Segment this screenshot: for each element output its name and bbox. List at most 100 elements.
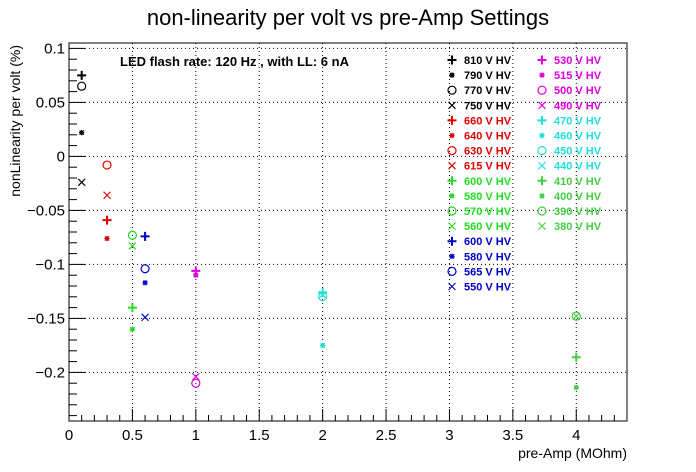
legend-entry-label: 750 V HV [464, 100, 512, 112]
data-point [104, 235, 110, 242]
data-point [102, 160, 112, 170]
legend-entry-label: 580 V HV [464, 191, 512, 203]
legend-entry-label: 810 V HV [464, 55, 512, 67]
legend-marker [537, 55, 547, 65]
data-point [127, 303, 137, 313]
legend-marker [447, 176, 457, 186]
data-point [571, 311, 581, 321]
legend-entry-label: 490 V HV [554, 100, 602, 112]
x-tick-label: 2 [318, 427, 326, 444]
data-point [103, 191, 111, 200]
x-tick-label: 1 [192, 427, 200, 444]
legend-marker [538, 222, 546, 230]
data-point [140, 264, 150, 274]
legend-marker [449, 193, 455, 199]
legend-marker [538, 161, 546, 170]
x-tick-label: 3.5 [502, 427, 523, 444]
legend-marker [447, 266, 457, 276]
data-point [77, 70, 87, 80]
legend-marker [539, 193, 545, 199]
legend-marker [449, 72, 455, 78]
legend-entry-label: 450 V HV [554, 146, 602, 158]
axis-ticks [68, 47, 615, 421]
y-axis-label: nonLinearity per volt (%) [7, 45, 23, 197]
legend-entry-label: 600 V HV [464, 236, 512, 248]
legend-entry-label: 410 V HV [554, 176, 602, 188]
legend-marker [447, 85, 457, 95]
y-tick-label: −0.15 [27, 310, 65, 327]
legend-entry-label: 560 V HV [464, 221, 512, 233]
tick-labels: 0 0.5 1 1.5 2 2.5 3 3.5 4 0.1 0.05 0 −0.05 −0.1 −0.15 −… [27, 40, 580, 444]
legend-entry-label: 570 V HV [464, 206, 512, 218]
chart-title: non-linearity per volt vs pre-Amp Settin… [147, 5, 549, 30]
data-point [128, 242, 137, 250]
x-tick-label: 4 [572, 427, 580, 444]
legend-entry-label: 640 V HV [464, 131, 512, 143]
y-tick-label: −0.2 [35, 364, 65, 381]
legend-entry-label: 460 V HV [554, 131, 602, 143]
legend-marker [447, 146, 457, 156]
plot-frame [68, 42, 628, 422]
legend-entry-label: 770 V HV [464, 85, 512, 97]
x-tick-label: 3 [445, 427, 453, 444]
legend-entry-label: 500 V HV [554, 85, 602, 97]
data-point [572, 312, 581, 321]
x-tick-label: 2.5 [376, 427, 397, 444]
legend-entry-label: 660 V HV [464, 115, 512, 127]
legend-marker [449, 253, 455, 259]
legend-entry-label: 530 V HV [554, 55, 602, 67]
legend-marker [447, 236, 457, 246]
data-point [102, 215, 112, 225]
legend-marker [448, 282, 456, 291]
data-point [193, 272, 199, 278]
data-point [141, 313, 149, 322]
data-point [318, 290, 327, 299]
legend: 810 V HV 790 V HV 770 V HV 750 V HV 660 V HV… [447, 55, 602, 294]
x-tick-label: 1.5 [249, 427, 270, 444]
data-point [140, 231, 150, 241]
data-point [573, 384, 579, 391]
data-point [318, 292, 328, 302]
data-point [571, 352, 581, 362]
legend-entry-label: 515 V HV [554, 70, 602, 82]
data-point [191, 372, 200, 381]
data-point [320, 342, 326, 348]
x-axis-label: pre-Amp (MOhm) [518, 445, 627, 461]
legend-marker [448, 161, 456, 170]
legend-entry-label: 390 V HV [554, 206, 602, 218]
legend-marker [537, 146, 547, 156]
legend-marker [539, 72, 545, 78]
x-tick-label: 0 [65, 427, 73, 444]
data-point [127, 230, 138, 240]
legend-marker [449, 132, 455, 139]
legend-marker [447, 115, 457, 125]
legend-entry-label: 630 V HV [464, 146, 512, 158]
legend-marker [539, 132, 545, 139]
legend-marker [447, 55, 457, 65]
chart-annotation: LED flash rate: 120 Hz , with LL: 6 nA [120, 54, 350, 69]
data-point [77, 178, 86, 187]
legend-marker [537, 176, 547, 186]
y-tick-label: 0.05 [36, 94, 65, 111]
legend-marker [448, 101, 456, 110]
legend-marker [447, 206, 457, 216]
legend-entry-label: 470 V HV [554, 115, 602, 127]
legend-entry-label: 580 V HV [464, 251, 512, 263]
data-point [191, 378, 201, 388]
legend-entry-label: 565 V HV [464, 266, 512, 278]
legend-marker [448, 222, 456, 230]
y-tick-label: 0.1 [44, 40, 65, 57]
legend-marker [538, 101, 546, 110]
y-tick-label: −0.1 [35, 256, 65, 273]
legend-marker [537, 85, 547, 95]
legend-marker [537, 115, 547, 125]
data-markers [77, 70, 581, 391]
y-tick-label: −0.05 [27, 202, 65, 219]
legend-entry-label: 400 V HV [554, 191, 602, 203]
legend-entry-label: 790 V HV [464, 70, 512, 82]
data-point [142, 280, 148, 286]
legend-entry-label: 600 V HV [464, 176, 512, 188]
legend-entry-label: 440 V HV [554, 161, 602, 173]
legend-entry-label: 380 V HV [554, 221, 602, 233]
